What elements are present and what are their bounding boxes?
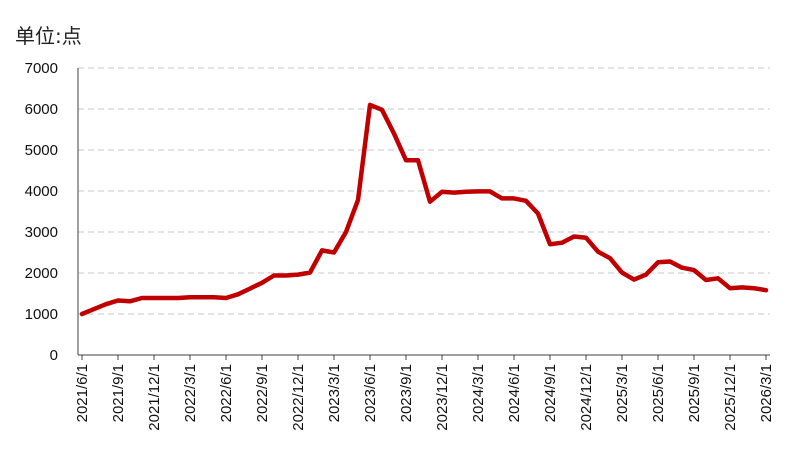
x-tick-label: 2022/6/1	[218, 364, 235, 422]
y-tick-label: 5000	[25, 142, 58, 159]
y-tick-label: 4000	[25, 183, 58, 200]
y-tick-label: 1000	[25, 306, 58, 323]
x-tick-label: 2025/3/1	[614, 364, 631, 422]
x-tick-label: 2022/9/1	[254, 364, 271, 422]
x-tick-label: 2023/9/1	[398, 364, 415, 422]
x-tick-label: 2022/3/1	[182, 364, 199, 422]
x-tick-label: 2021/9/1	[110, 364, 127, 422]
x-tick-label: 2024/6/1	[506, 364, 523, 422]
unit-label: 单位:点	[15, 24, 82, 48]
y-tick-label: 2000	[25, 265, 58, 282]
x-tick-label: 2023/12/1	[434, 364, 451, 431]
x-axis-ticks: 2021/6/1 2021/9/1 2021/12/1 2022/3/1 2022/6/…	[74, 364, 775, 431]
y-tick-label: 3000	[25, 224, 58, 241]
y-tick-label: 7000	[25, 60, 58, 77]
x-tick-label: 2023/6/1	[362, 364, 379, 422]
x-tick-label: 2021/6/1	[74, 364, 91, 422]
x-tick-label: 2024/3/1	[470, 364, 487, 422]
y-axis-ticks: 0 1000 2000 3000 4000 5000 6000 7000	[25, 60, 58, 364]
x-tick-label: 2023/3/1	[326, 364, 343, 422]
gridlines	[78, 67, 770, 315]
x-tick-label: 2021/12/1	[146, 364, 163, 431]
series-layer	[79, 102, 769, 317]
x-tick-label: 2026/3/1	[758, 364, 775, 422]
x-tick-label: 2025/6/1	[650, 364, 667, 422]
y-tick-label: 6000	[25, 101, 58, 118]
x-tick-label: 2022/12/1	[290, 364, 307, 431]
x-tick-label: 2024/9/1	[542, 364, 559, 422]
x-tick-label: 2025/12/1	[722, 364, 739, 431]
x-tick-label: 2025/9/1	[686, 364, 703, 422]
y-tick-label: 0	[50, 347, 58, 364]
axes	[77, 68, 770, 360]
series-line	[79, 102, 769, 317]
x-tick-label: 2024/12/1	[578, 364, 595, 431]
